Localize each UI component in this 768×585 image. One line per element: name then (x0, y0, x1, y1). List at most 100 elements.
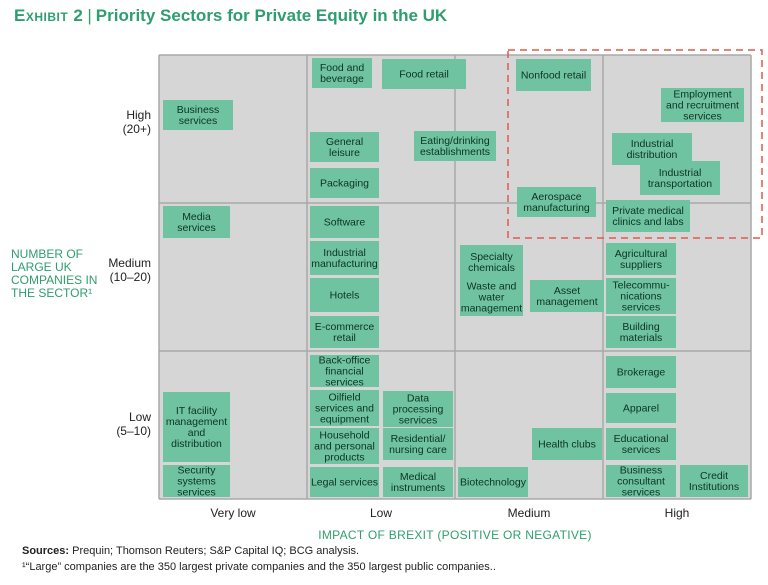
sector-label-line: services (683, 111, 722, 123)
sector-label: Packaging (320, 178, 369, 190)
sector-label-line: Medical (400, 471, 436, 483)
sector-label-line: equipment (320, 414, 369, 426)
sector-label: Apparel (623, 403, 659, 415)
y-axis-title-line: THE SECTOR¹ (11, 286, 92, 300)
sector-box (680, 465, 748, 497)
highlight-frame (507, 49, 763, 239)
sector-label-line: Waste and (467, 281, 517, 293)
sector-label: Building materials (620, 321, 663, 344)
sector-label-line: distribution (171, 438, 222, 450)
sector-box (310, 390, 379, 426)
sector-box (310, 467, 379, 497)
sector-label: Industrial transportation (648, 167, 712, 190)
sector-label-line: Residential/ (391, 433, 446, 445)
sector-label-line: nications (620, 291, 661, 303)
sector-label: Software (324, 217, 366, 229)
sector-label-line: transportation (648, 178, 712, 190)
sector-label-line: Asset (554, 285, 580, 297)
sector-box (530, 280, 604, 312)
sources-note: Sources: Prequin; Thomson Reuters; S&P C… (22, 545, 359, 557)
sector-label-line: suppliers (620, 259, 662, 271)
sector-label: Credit Institutions (689, 470, 739, 493)
sector-label: Industrial distribution (627, 138, 678, 161)
sector-label-line: Industrial (659, 167, 702, 179)
x-tick-label: Very low (210, 506, 256, 520)
sector-box (163, 100, 233, 130)
sector-label-line: Apparel (623, 403, 659, 415)
y-axis-title-line: LARGE UK (11, 260, 72, 274)
sector-box (532, 428, 602, 460)
sector-label: Waste and water management (461, 281, 522, 315)
sector-label-line: services (177, 487, 216, 499)
title-separator: | (87, 6, 92, 25)
sector-label-line: Biotechnology (460, 477, 527, 489)
sector-label-line: Food retail (399, 69, 449, 81)
sector-label: Telecommu-nications services (612, 280, 670, 314)
sector-label-line: distribution (627, 149, 678, 161)
sector-label-line: nursing care (389, 444, 447, 456)
sector-label-line: Packaging (320, 178, 369, 190)
sector-label-line: E-commerce (315, 321, 375, 333)
sector-box (310, 428, 379, 464)
sector-label-line: establishments (420, 146, 490, 158)
sector-label-line: Health clubs (538, 439, 596, 451)
sector-label: Back-office financial services (319, 355, 371, 389)
sector-label-line: services and (315, 403, 374, 415)
sector-box (606, 465, 676, 497)
y-tick-label: High (20+) (123, 108, 151, 136)
sector-label: Aerospace manufacturing (523, 191, 590, 214)
sector-label: Employment and recruitment services (666, 89, 739, 123)
x-tick-label: Low (370, 506, 392, 520)
sector-box (606, 243, 676, 275)
sector-label-line: services (622, 487, 661, 499)
sector-box (163, 392, 230, 462)
sector-box (310, 278, 379, 312)
sector-label: Hotels (330, 290, 360, 302)
sector-label: Private medical clinics and labs (612, 205, 684, 228)
y-tick-label: Low (5–10) (116, 410, 151, 438)
y-axis-title-line: COMPANIES IN (11, 273, 97, 287)
sector-label-line: Software (324, 217, 366, 229)
sector-label: Residential/nursing care (389, 433, 447, 456)
sector-label: Business consultant services (617, 465, 665, 499)
sector-label-line: leisure (329, 147, 360, 159)
sector-label-line: manufacturing (523, 202, 590, 214)
sector-label-line: Private medical (612, 205, 684, 217)
sector-box (606, 200, 690, 232)
sector-box (310, 316, 379, 348)
sector-label: Household and personal products (314, 430, 375, 464)
sector-label-line: instruments (391, 482, 445, 494)
sector-label-line: systems (177, 476, 216, 488)
sector-label: IT facility management and distribution (166, 405, 227, 450)
y-tick-line: (5–10) (116, 424, 151, 438)
sector-label-line: Back-office (319, 355, 371, 367)
sector-label-line: services (325, 377, 364, 389)
y-tick-line: High (126, 108, 151, 122)
chart-title: Exhibit 2 | Priority Sectors for Private E… (14, 6, 447, 26)
sector-label: Specialty chemicals (468, 251, 515, 274)
sector-label-line: and (188, 427, 206, 439)
sector-box (414, 131, 496, 161)
sector-box (458, 467, 528, 497)
sector-label-line: Aerospace (531, 191, 581, 203)
sector-label-line: services (622, 444, 661, 456)
sector-label-line: Employment (673, 89, 731, 101)
sector-box (612, 133, 692, 165)
sector-box (310, 206, 379, 238)
y-tick-line: (10–20) (110, 270, 151, 284)
sector-box (460, 245, 523, 279)
sector-label-line: products (324, 452, 364, 464)
sector-label-line: Specialty (470, 251, 513, 263)
sector-label: Nonfood retail (521, 70, 586, 82)
y-tick-line: (20+) (123, 122, 151, 136)
sector-box (606, 428, 676, 460)
sources-label: Sources: (22, 545, 70, 557)
sector-label-line: Food and (320, 62, 365, 74)
sector-label-line: management (166, 416, 227, 428)
sector-label: Eating/drinking establishments (420, 135, 490, 158)
sector-box (310, 241, 379, 275)
sector-label-line: Security (178, 465, 217, 477)
sector-label-line: Media (182, 211, 211, 223)
sector-label-line: Educational (614, 433, 669, 445)
